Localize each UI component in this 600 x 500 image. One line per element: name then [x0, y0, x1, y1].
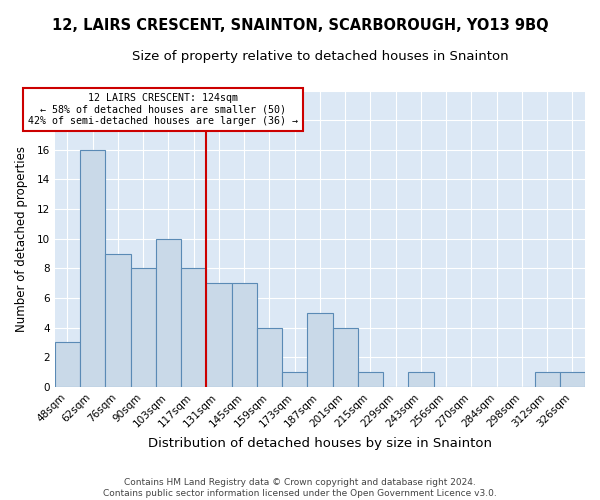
Bar — [105, 254, 131, 387]
Bar — [282, 372, 307, 387]
X-axis label: Distribution of detached houses by size in Snainton: Distribution of detached houses by size … — [148, 437, 492, 450]
Text: Contains HM Land Registry data © Crown copyright and database right 2024.
Contai: Contains HM Land Registry data © Crown c… — [103, 478, 497, 498]
Bar — [408, 372, 434, 387]
Y-axis label: Number of detached properties: Number of detached properties — [16, 146, 28, 332]
Bar — [181, 268, 206, 387]
Bar — [257, 328, 282, 387]
Bar — [206, 283, 232, 387]
Bar — [560, 372, 585, 387]
Bar — [156, 239, 181, 387]
Bar — [307, 313, 332, 387]
Bar — [535, 372, 560, 387]
Bar — [55, 342, 80, 387]
Bar — [131, 268, 156, 387]
Text: 12, LAIRS CRESCENT, SNAINTON, SCARBOROUGH, YO13 9BQ: 12, LAIRS CRESCENT, SNAINTON, SCARBOROUG… — [52, 18, 548, 32]
Bar — [358, 372, 383, 387]
Text: 12 LAIRS CRESCENT: 124sqm
← 58% of detached houses are smaller (50)
42% of semi-: 12 LAIRS CRESCENT: 124sqm ← 58% of detac… — [28, 93, 298, 126]
Title: Size of property relative to detached houses in Snainton: Size of property relative to detached ho… — [131, 50, 508, 63]
Bar — [232, 283, 257, 387]
Bar — [332, 328, 358, 387]
Bar — [80, 150, 105, 387]
